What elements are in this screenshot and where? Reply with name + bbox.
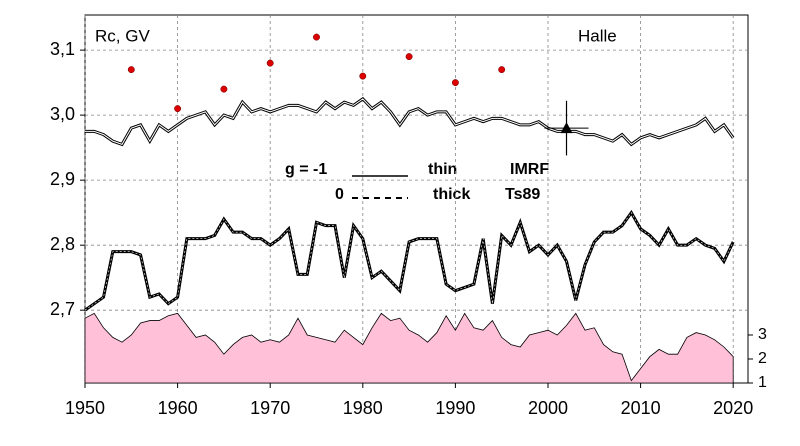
plot <box>84 96 735 384</box>
legend-g: g = -1 <box>285 161 327 178</box>
y2-tick-label: 2 <box>758 350 767 367</box>
y-tick-label: 2,9 <box>50 169 75 189</box>
legend-thick: thick <box>433 186 470 203</box>
red-point <box>451 79 459 87</box>
legend-ts89: Ts89 <box>505 186 540 203</box>
x-tick-label: 1990 <box>435 398 475 418</box>
y-tick-label: 2,8 <box>50 234 75 254</box>
legend-imrf: IMRF <box>510 161 549 178</box>
rc-line-inner <box>85 98 734 146</box>
legend-g0: 0 <box>335 186 344 203</box>
y-tick-label: 2,7 <box>50 299 75 319</box>
x-tick-label: 1970 <box>250 398 290 418</box>
x-tick-label: 1980 <box>343 398 383 418</box>
station-label: Halle <box>578 26 617 45</box>
legend: g = -1 0 thin thick IMRF Ts89 <box>285 161 549 203</box>
rc-line-inner <box>84 212 734 311</box>
legend-thin: thin <box>428 161 457 178</box>
marker-triangle <box>560 122 573 134</box>
y-tick-label: 3,0 <box>50 104 75 124</box>
x-tick-label: 2020 <box>713 398 753 418</box>
y2-tick-label: 3 <box>758 326 767 343</box>
y2-tick-label: 1 <box>758 374 767 391</box>
red-point <box>266 59 274 67</box>
y-tick-label: 3,1 <box>50 39 75 59</box>
kp-area <box>84 312 734 384</box>
red-point <box>405 53 413 61</box>
x-tick-label: 2000 <box>528 398 568 418</box>
red-point <box>498 66 506 74</box>
red-point <box>220 85 228 93</box>
x-tick-label: 2010 <box>621 398 661 418</box>
y-axis-title: Rc, GV <box>95 26 150 45</box>
x-tick-label: 1950 <box>65 398 105 418</box>
red-point <box>359 72 367 80</box>
red-point <box>174 105 182 113</box>
red-point <box>313 33 320 41</box>
red-point <box>127 66 135 74</box>
x-tick-label: 1960 <box>158 398 198 418</box>
